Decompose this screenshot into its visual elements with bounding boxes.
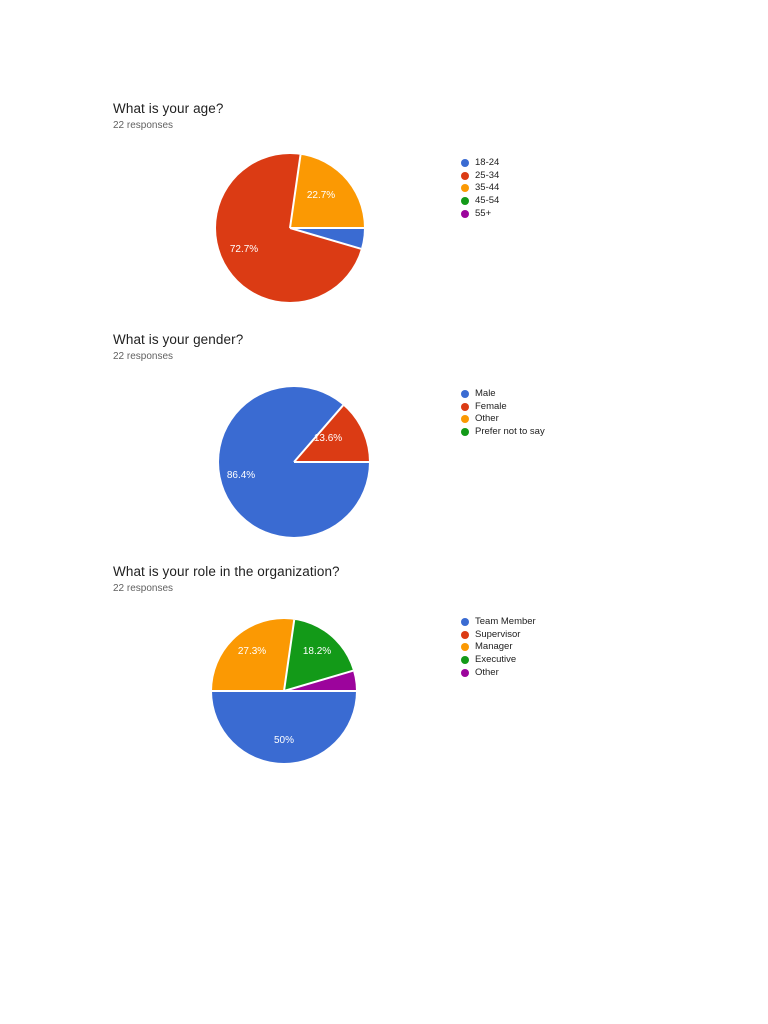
legend-item: 35-44 [461,182,499,195]
slice-label-35-44: 22.7% [306,190,336,201]
legend-label: 18-24 [475,157,500,169]
legend-label: Male [475,388,496,400]
slice-divider [289,154,302,229]
slice-label-male: 86.4% [226,470,256,481]
legend-swatch-icon [461,428,469,437]
slice-divider [283,619,296,692]
legend-item: 45-54 [461,195,499,208]
slice-divider [212,690,284,692]
legend-swatch-icon [461,171,469,180]
legend-item: Prefer not to say [461,426,545,439]
legend-item: Other [461,666,536,679]
slice-label-female: 13.6% [313,433,343,444]
gender-pie: 86.4% 13.6% [219,387,369,537]
legend-label: 35-44 [475,182,500,194]
legend-item: Other [461,413,545,426]
legend-item: Female [461,401,545,414]
gender-legend: Male Female Other Prefer not to say [461,388,545,438]
slice-label-executive: 18.2% [302,646,332,657]
slice-divider [284,690,356,692]
legend-swatch-icon [461,402,469,411]
legend-item: Supervisor [461,629,536,642]
legend-label: Other [475,413,499,425]
slice-divider [290,227,364,229]
response-count: 22 responses [113,583,174,594]
legend-label: Prefer not to say [475,426,545,438]
legend-item: Team Member [461,616,536,629]
legend-item: 18-24 [461,157,499,170]
legend-item: Executive [461,654,536,667]
legend-swatch-icon [461,643,469,652]
role-legend: Team Member Supervisor Manager Executive… [461,616,536,679]
legend-label: 25-34 [475,169,500,181]
legend-label: Female [475,400,507,412]
slice-label-25-34: 72.7% [229,244,259,255]
legend-label: Manager [475,641,513,653]
role-pie: 50% 27.3% 18.2% [212,619,356,763]
slice-label-manager: 27.3% [237,646,267,657]
slice-divider [289,227,362,250]
legend-label: Team Member [475,616,536,628]
legend-label: Executive [475,654,517,666]
legend-swatch-icon [461,209,469,218]
slice-label-team-member: 50% [273,735,295,746]
legend-item: Manager [461,641,536,654]
legend-label: Supervisor [475,628,521,640]
question-title: What is your role in the organization? [113,564,340,579]
legend-label: 45-54 [475,195,500,207]
legend-swatch-icon [461,630,469,639]
response-count: 22 responses [113,351,174,362]
legend-swatch-icon [461,618,469,627]
question-title: What is your gender? [113,332,244,347]
age-pie: 72.7% 22.7% [216,154,364,302]
response-count: 22 responses [113,120,174,131]
legend-swatch-icon [461,184,469,193]
slice-divider [294,461,369,463]
age-legend: 18-24 25-34 35-44 45-54 55+ [461,157,499,220]
legend-swatch-icon [461,197,469,206]
legend-swatch-icon [461,656,469,665]
legend-item: 25-34 [461,170,499,183]
legend-label: 55+ [475,207,492,219]
legend-swatch-icon [461,390,469,399]
slice-divider [283,669,354,692]
question-title: What is your age? [113,101,224,116]
legend-item: Male [461,388,545,401]
legend-swatch-icon [461,415,469,424]
legend-swatch-icon [461,668,469,677]
legend-swatch-icon [461,159,469,168]
legend-item: 55+ [461,207,499,220]
legend-label: Other [475,666,499,678]
